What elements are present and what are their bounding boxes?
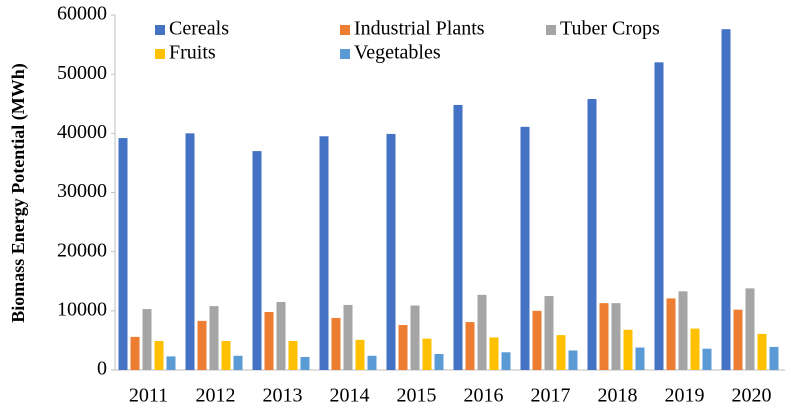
bar bbox=[757, 333, 767, 370]
y-tick-label: 30000 bbox=[57, 180, 107, 202]
bar bbox=[745, 288, 755, 370]
bar bbox=[355, 339, 365, 370]
bar bbox=[568, 350, 578, 370]
bar bbox=[130, 336, 140, 370]
bar bbox=[453, 104, 463, 370]
bar bbox=[386, 133, 396, 370]
bar bbox=[544, 296, 554, 370]
bar bbox=[489, 337, 499, 370]
y-tick-label: 20000 bbox=[57, 239, 107, 261]
bar bbox=[532, 310, 542, 370]
bar bbox=[611, 303, 621, 370]
bar bbox=[118, 138, 128, 370]
bar bbox=[367, 355, 377, 370]
bar bbox=[343, 304, 353, 370]
bar bbox=[233, 355, 243, 370]
x-tick-label: 2014 bbox=[330, 385, 370, 407]
x-tick-label: 2013 bbox=[263, 385, 303, 407]
bar bbox=[690, 328, 700, 370]
x-tick-label: 2012 bbox=[196, 385, 236, 407]
legend-label: Vegetables bbox=[354, 42, 441, 64]
bar bbox=[197, 320, 207, 370]
legend-label: Tuber Crops bbox=[560, 18, 660, 40]
x-tick-label: 2018 bbox=[598, 385, 638, 407]
bar bbox=[599, 303, 609, 370]
x-tick-label: 2011 bbox=[129, 385, 168, 407]
bar bbox=[556, 335, 566, 370]
bar bbox=[331, 317, 341, 370]
y-tick-label: 10000 bbox=[57, 298, 107, 320]
bar bbox=[422, 338, 432, 370]
bar bbox=[319, 136, 329, 370]
y-tick-label: 40000 bbox=[57, 121, 107, 143]
y-tick-label: 0 bbox=[97, 358, 107, 380]
bar bbox=[721, 29, 731, 370]
bar bbox=[702, 348, 712, 370]
legend-swatch bbox=[546, 25, 556, 35]
bar bbox=[142, 309, 152, 370]
bar bbox=[678, 291, 688, 370]
legend-swatch bbox=[155, 25, 165, 35]
bar bbox=[398, 325, 408, 370]
bar bbox=[623, 329, 633, 370]
legend-label: Industrial Plants bbox=[354, 18, 485, 40]
bar bbox=[154, 341, 164, 370]
x-tick-label: 2015 bbox=[397, 385, 437, 407]
legend-label: Fruits bbox=[169, 42, 216, 64]
x-tick-label: 2016 bbox=[464, 385, 504, 407]
bar bbox=[635, 347, 645, 370]
bar bbox=[520, 126, 530, 370]
bar bbox=[434, 354, 444, 370]
y-axis-label: Biomass Energy Potential (MWh) bbox=[8, 63, 29, 322]
bar bbox=[769, 346, 779, 370]
bar bbox=[733, 309, 743, 370]
bar bbox=[166, 356, 176, 370]
legend-label: Cereals bbox=[169, 18, 229, 40]
bar bbox=[410, 305, 420, 370]
bar bbox=[252, 151, 262, 370]
bar bbox=[477, 294, 487, 370]
bar bbox=[264, 312, 274, 370]
legend-swatch bbox=[155, 49, 165, 59]
bar bbox=[185, 133, 195, 370]
legend-swatch bbox=[340, 49, 350, 59]
x-tick-label: 2017 bbox=[531, 385, 571, 407]
x-tick-label: 2019 bbox=[665, 385, 705, 407]
bar bbox=[666, 298, 676, 370]
legend-swatch bbox=[340, 25, 350, 35]
bar bbox=[300, 356, 310, 370]
bar bbox=[501, 352, 511, 370]
bar bbox=[288, 341, 298, 370]
x-tick-label: 2020 bbox=[732, 385, 772, 407]
bar bbox=[587, 99, 597, 371]
y-tick-label: 50000 bbox=[57, 62, 107, 84]
bar bbox=[221, 341, 231, 370]
y-tick-label: 60000 bbox=[57, 3, 107, 25]
bar bbox=[465, 322, 475, 370]
bar bbox=[276, 301, 286, 370]
bar bbox=[654, 62, 664, 370]
bar bbox=[209, 306, 219, 370]
